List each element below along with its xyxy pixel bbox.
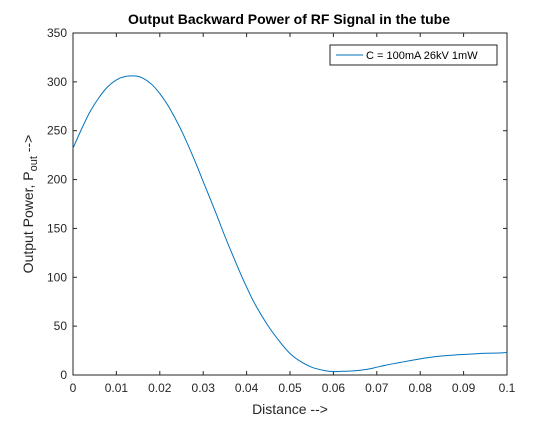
- x-tick-label: 0.07: [365, 381, 389, 395]
- x-tick-label: 0.05: [278, 381, 302, 395]
- x-tick-label: 0.06: [322, 381, 346, 395]
- y-tick-label: 0: [60, 368, 67, 382]
- x-tick-label: 0.1: [499, 381, 516, 395]
- y-tick-label: 150: [47, 221, 67, 235]
- x-tick-label: 0.08: [409, 381, 433, 395]
- y-axis-label-subscript: out: [28, 156, 40, 171]
- y-tick-label: 350: [47, 26, 67, 40]
- plot-area: [72, 32, 508, 376]
- chart-title: Output Backward Power of RF Signal in th…: [128, 11, 450, 27]
- y-tick-label: 50: [54, 319, 68, 333]
- legend-box: [329, 44, 498, 66]
- y-tick-label: 300: [47, 75, 67, 89]
- x-axis-ticks: 0 0.01 0.02 0.03 0.04 0.05 0.06 0.07 0.08 0.09 0.1: [70, 33, 516, 395]
- x-tick-label: 0.04: [235, 381, 259, 395]
- x-tick-label: 0.09: [452, 381, 476, 395]
- y-tick-label: 200: [47, 173, 67, 187]
- y-axis-label: Output Power, Pout -->: [20, 135, 40, 274]
- x-axis-label: Distance -->: [252, 401, 328, 417]
- y-tick-label: 100: [47, 270, 67, 284]
- x-tick-label: 0.02: [148, 381, 172, 395]
- y-axis-ticks: 0 50 100 150 200 250 300 350: [47, 26, 507, 382]
- y-axis-label-main: Output Power, P: [20, 171, 36, 273]
- legend-entry-label: C = 100mA 26kV 1mW: [366, 50, 478, 62]
- series-line: [72, 75, 508, 373]
- y-tick-label: 250: [47, 124, 67, 138]
- x-tick-label: 0: [70, 381, 77, 395]
- y-axis-label-arrow: -->: [20, 135, 36, 156]
- x-tick-label: 0.01: [105, 381, 129, 395]
- legend: C = 100mA 26kV 1mW: [329, 44, 498, 66]
- x-tick-label: 0.03: [192, 381, 216, 395]
